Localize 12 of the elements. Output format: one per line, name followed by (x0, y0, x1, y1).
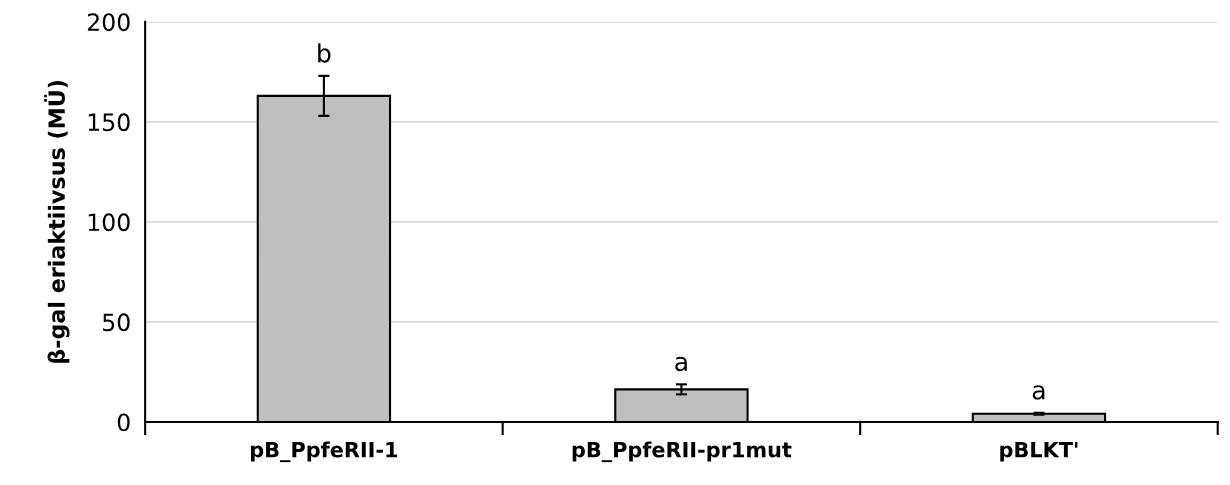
y-tick-label: 200 (87, 13, 130, 32)
y-tick-label: 150 (88, 113, 130, 132)
y-tick-label: 0 (117, 413, 130, 432)
annotation: a (675, 356, 687, 372)
x-tick-label: pBLKT' (1000, 442, 1078, 462)
x-tick-label: pB_PpfeRII-1 (251, 441, 398, 463)
y-tick-label: 100 (88, 213, 130, 232)
y-tick-label: 50 (103, 313, 130, 332)
y-axis-title: β-gal eriaktiivsus (MÜ) (44, 80, 70, 363)
annotation: b (318, 43, 331, 63)
annotation: a (1032, 385, 1045, 400)
x-tick-label: pB_PpfeRII-pr1mut (572, 441, 792, 463)
